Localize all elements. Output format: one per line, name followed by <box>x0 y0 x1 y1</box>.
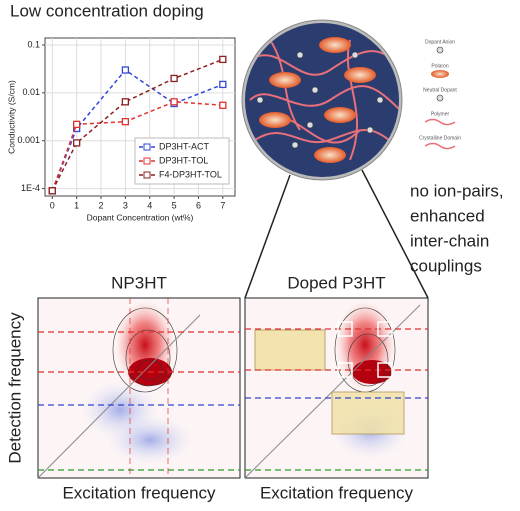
panel-y-label: Detection frequency <box>5 312 24 464</box>
x-tick-label: 2 <box>99 200 104 210</box>
x-tick-label: 7 <box>220 200 225 210</box>
annotation-line: inter-chain <box>410 231 489 250</box>
schematic-legend-label: Neutral Dopant <box>423 87 457 93</box>
schematic-legend-label: Dopant Anion <box>425 39 455 45</box>
x-tick-label: 0 <box>50 200 55 210</box>
point <box>73 120 81 128</box>
legend-label: DP3HT-TOL <box>159 155 208 165</box>
x-tick-label: 5 <box>172 200 177 210</box>
legend-marker <box>143 157 151 165</box>
legend-label: F4-DP3HT-TOL <box>159 169 222 179</box>
legend-box <box>134 137 230 185</box>
x-tick-label: 1 <box>74 200 79 210</box>
legend-icon <box>431 70 449 78</box>
legend-icon <box>424 118 456 126</box>
point <box>121 98 130 106</box>
chart: 1E-4 0.001 0.01 0.1 0 1 2 3 4 5 6 7 Conductivity (S/… <box>6 37 236 222</box>
legend-label: DP3HT-ACT <box>159 141 210 151</box>
legend-marker <box>143 171 151 179</box>
point <box>170 74 178 83</box>
x-tick-label: 4 <box>147 200 152 210</box>
series-line <box>51 58 224 192</box>
spectrum-doped <box>244 297 429 479</box>
point <box>73 139 81 147</box>
annotation: no ion-pairs, enhanced inter-chain coupling… <box>410 181 504 275</box>
schematic-legend: Dopant Anion Polaron Neutral Dopant Polymer… <box>419 39 461 150</box>
point <box>219 80 227 89</box>
connector <box>244 174 291 299</box>
point <box>170 98 178 106</box>
x-axis-title: Dopant Concentration (wt%) <box>87 212 194 222</box>
point <box>121 118 130 126</box>
schematic-legend-label: Polaron <box>431 63 448 69</box>
point <box>219 55 227 64</box>
legend-icon <box>436 46 444 54</box>
point <box>219 101 227 109</box>
connector <box>361 169 429 299</box>
panel-title: NP3HT <box>111 273 167 292</box>
schematic-legend-label: Crystalline Domain <box>419 135 461 141</box>
x-tick-label: 3 <box>123 200 128 210</box>
annotation-line: enhanced <box>410 206 485 225</box>
point <box>121 66 130 74</box>
legend-icon <box>424 142 456 150</box>
legend-icon <box>436 94 444 102</box>
y-tick-label: 1E-4 <box>21 183 40 193</box>
schematic <box>241 19 403 181</box>
annotation-line: no ion-pairs, <box>410 181 504 200</box>
y-tick-label: 0.1 <box>27 39 40 49</box>
schematic-legend-label: Polymer <box>431 111 450 117</box>
x-tick-label: 6 <box>196 200 201 210</box>
header-title: Low concentration doping <box>10 1 204 20</box>
y-axis-title: Conductivity (S/cm) <box>6 80 16 154</box>
panel-x-label: Excitation frequency <box>260 483 414 502</box>
y-tick-label: 0.01 <box>22 87 40 97</box>
legend-marker <box>143 143 151 151</box>
panel-title: Doped P3HT <box>287 273 385 292</box>
y-tick-label: 0.001 <box>17 135 40 145</box>
annotation-line: couplings <box>410 256 482 275</box>
panel-x-label: Excitation frequency <box>62 483 216 502</box>
spectrum-np3ht <box>37 297 241 479</box>
point <box>48 187 56 195</box>
panel-labels: NP3HT Excitation frequency Detection frequ… <box>5 273 413 502</box>
